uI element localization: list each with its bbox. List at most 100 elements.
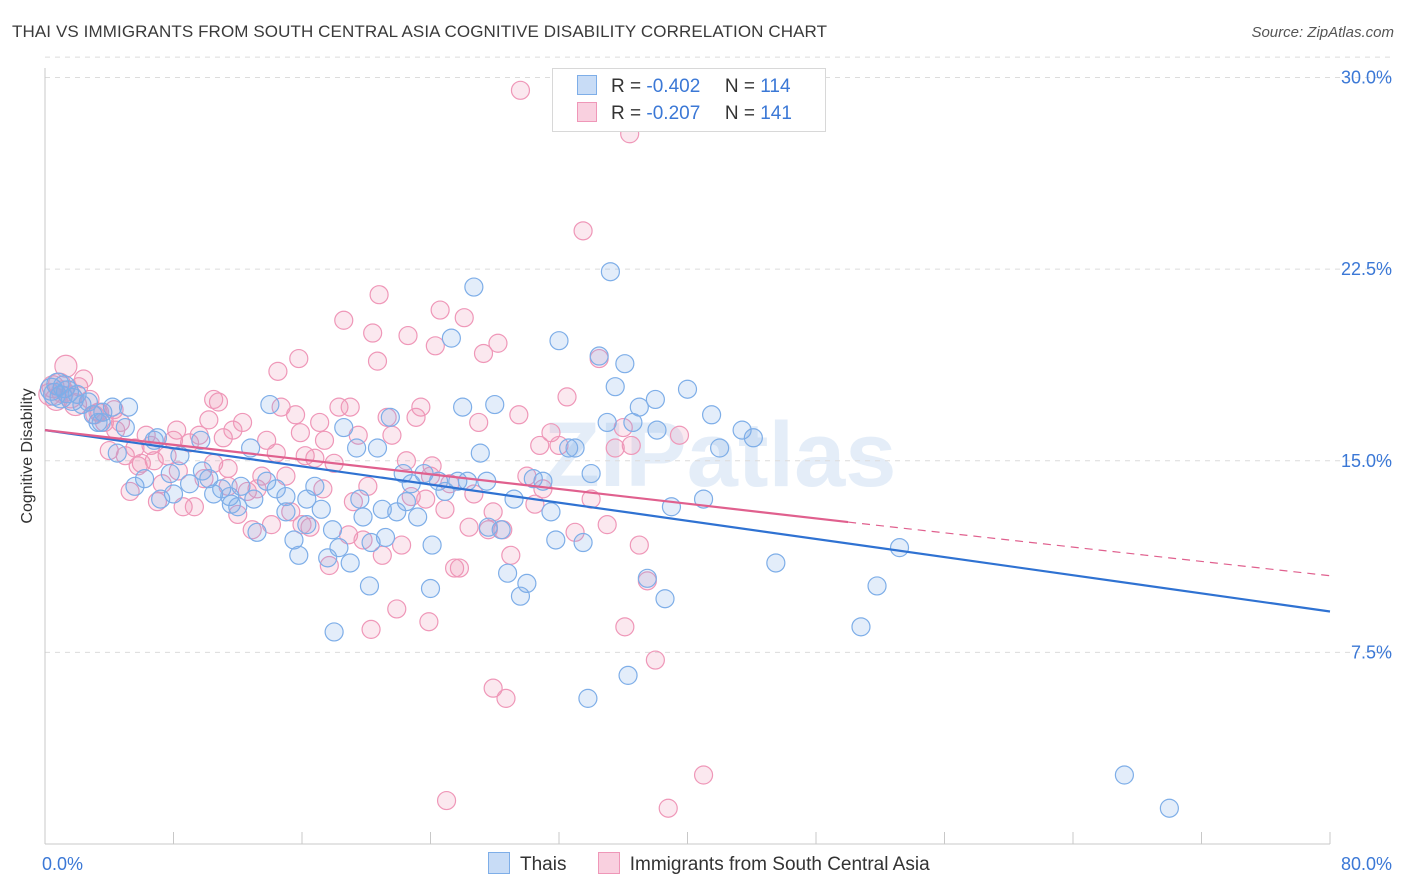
immigrants-point — [416, 489, 436, 509]
immigrants-point — [290, 423, 310, 443]
immigrants-point — [444, 558, 465, 578]
thais-point — [353, 507, 373, 527]
thais-point — [517, 573, 537, 594]
immigrants-point — [266, 443, 286, 463]
legend-n-value: 114 — [760, 76, 791, 97]
immigrants-point — [184, 497, 204, 517]
thais-point — [600, 262, 621, 282]
immigrants-point — [247, 479, 267, 499]
x-tick-label-min: 0.0% — [42, 854, 83, 874]
thais-point — [220, 486, 240, 507]
immigrants-point — [669, 425, 690, 445]
immigrants-point — [319, 555, 339, 576]
immigrants-point — [435, 499, 455, 519]
thais-point — [629, 397, 649, 417]
y-tick-label: 22.5% — [1341, 259, 1392, 279]
immigrants-point — [645, 650, 665, 670]
thais-point — [867, 576, 887, 596]
legend-r-label: R = — [611, 76, 642, 97]
thais-point — [192, 461, 213, 481]
thais-point — [441, 328, 461, 348]
thais-point — [125, 476, 145, 496]
immigrants-point — [425, 336, 445, 356]
bottom-legend-immigrants-label: Immigrants from South Central Asia — [629, 854, 930, 875]
immigrants-point — [363, 323, 383, 343]
bottom-legend-swatch-blue — [488, 852, 510, 874]
immigrants-point — [436, 790, 457, 811]
immigrants-point — [367, 351, 388, 371]
immigrants-point — [469, 412, 489, 433]
immigrants-point — [310, 412, 330, 433]
thais-point — [396, 492, 417, 512]
immigrants-point — [449, 558, 470, 578]
legend-n-label: N = — [724, 76, 755, 97]
thais-point — [163, 484, 184, 504]
thais-point — [60, 387, 84, 412]
thais-point — [372, 499, 392, 519]
thais-point — [107, 443, 127, 463]
immigrants-point — [223, 420, 243, 440]
thais-point — [329, 538, 349, 558]
immigrants-point — [605, 438, 625, 458]
thais-point — [350, 489, 370, 509]
thais-point — [247, 522, 267, 542]
immigrants-point — [473, 343, 494, 364]
thais-point — [504, 489, 524, 509]
legend-swatch-blue — [577, 75, 597, 95]
thais-point — [78, 392, 98, 412]
thais-point — [478, 517, 498, 537]
thais-point — [581, 463, 601, 484]
immigrants-point — [629, 535, 649, 555]
legend-r-value: -0.402 — [646, 76, 701, 97]
thais-point — [244, 489, 264, 509]
immigrants-point — [483, 502, 503, 522]
thais-point — [655, 589, 675, 609]
legend-r-label: R = — [611, 103, 642, 124]
thais-point — [134, 469, 155, 489]
thais-point — [546, 530, 566, 550]
thais-point — [266, 479, 286, 499]
immigrants-point — [144, 451, 164, 471]
immigrants-point — [285, 405, 306, 425]
immigrants-point — [218, 458, 238, 479]
immigrants-point — [496, 688, 516, 708]
thais-point — [102, 397, 123, 417]
thais-point — [498, 563, 518, 583]
immigrants-point — [369, 285, 389, 305]
immigrants-point — [314, 430, 335, 450]
thais-point — [387, 502, 407, 522]
thais-point — [393, 463, 413, 484]
immigrants-point — [173, 497, 193, 517]
thais-point — [311, 499, 331, 519]
trend-lines — [44, 429, 1331, 613]
immigrants-point — [257, 430, 277, 450]
thais-point — [470, 443, 490, 463]
immigrants-point — [483, 678, 503, 698]
immigrants-point — [501, 545, 521, 565]
thais-point — [615, 354, 635, 374]
immigrants-point — [213, 428, 233, 448]
immigrants-point — [396, 451, 417, 471]
thais-point — [297, 489, 317, 509]
thais-point — [645, 389, 665, 410]
thais-point — [324, 622, 344, 642]
thais-point — [115, 417, 135, 438]
immigrants-point — [289, 348, 309, 369]
x-tick-label-max: 80.0% — [1341, 854, 1392, 874]
legend-swatch-pink — [577, 102, 597, 122]
legend-r-value: -0.207 — [646, 103, 701, 124]
immigrants-point — [199, 410, 219, 430]
immigrants-trend-extension — [848, 521, 1331, 577]
y-tick-label: 7.5% — [1351, 642, 1392, 662]
immigrants-point — [557, 387, 577, 407]
bottom-legend-immigrants: Immigrants from South Central Asia — [597, 852, 930, 876]
immigrants-point — [573, 221, 593, 241]
thais-point — [289, 545, 309, 565]
thais-point — [347, 438, 367, 458]
thais-point — [710, 438, 730, 458]
thais-point — [766, 553, 786, 573]
immigrants-point — [292, 515, 312, 535]
thais-point — [743, 428, 763, 448]
thais-point — [260, 394, 280, 415]
immigrants-point — [459, 517, 479, 537]
